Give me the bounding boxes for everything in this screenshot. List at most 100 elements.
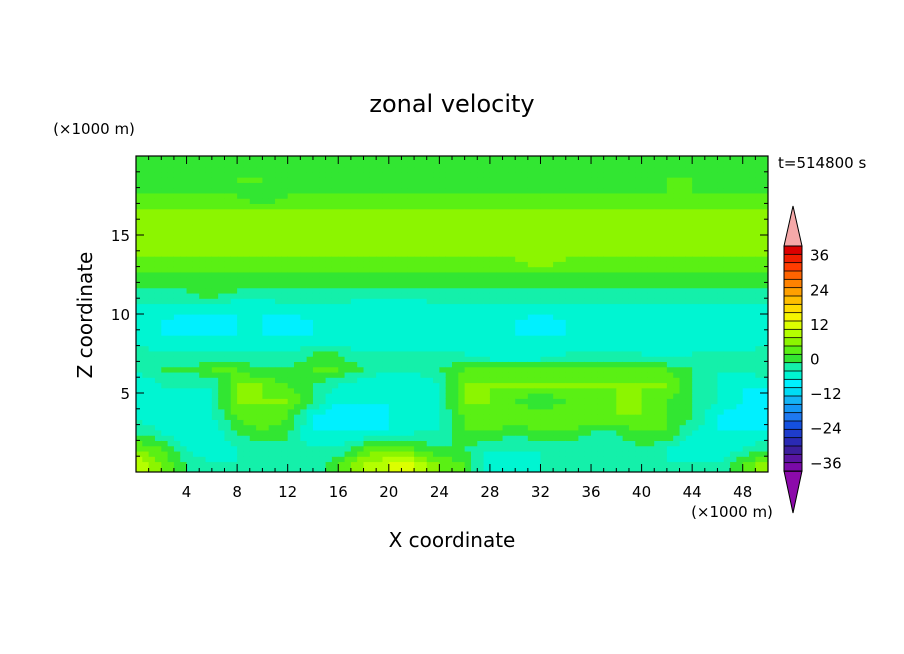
field-cell xyxy=(180,156,188,162)
field-cell xyxy=(148,461,156,468)
field-cell xyxy=(470,314,478,320)
field-cell xyxy=(161,271,169,278)
field-cell xyxy=(325,408,333,415)
field-cell xyxy=(407,393,415,399)
field-cell xyxy=(173,371,181,378)
field-cell xyxy=(572,277,579,283)
field-cell xyxy=(452,314,459,320)
field-cell xyxy=(300,329,308,336)
field-cell xyxy=(331,187,339,194)
field-cell xyxy=(565,461,573,468)
field-cell xyxy=(281,377,289,384)
field-cell xyxy=(584,377,592,384)
field-cell xyxy=(477,292,485,299)
field-cell xyxy=(243,213,251,220)
field-cell xyxy=(180,282,188,289)
field-cell xyxy=(173,424,181,431)
field-cell xyxy=(527,319,535,326)
field-cell xyxy=(635,335,643,341)
field-cell xyxy=(211,366,219,373)
field-cell xyxy=(527,435,535,441)
field-cell xyxy=(300,256,308,262)
field-cell xyxy=(654,192,662,199)
field-cell xyxy=(622,235,630,241)
field-cell xyxy=(281,308,289,315)
field-cell xyxy=(622,356,630,362)
field-cell xyxy=(142,371,150,378)
field-cell xyxy=(281,324,289,331)
field-cell xyxy=(584,403,592,410)
field-cell xyxy=(616,393,624,399)
field-cell xyxy=(565,456,573,463)
field-cell xyxy=(369,182,377,189)
field-cell xyxy=(464,466,472,472)
field-cell xyxy=(319,329,327,336)
field-cell xyxy=(647,377,655,384)
field-cell xyxy=(546,303,554,310)
field-cell xyxy=(268,414,276,420)
field-cell xyxy=(161,213,169,220)
field-cell xyxy=(521,256,529,262)
field-cell xyxy=(470,398,478,405)
field-cell xyxy=(458,171,466,178)
field-cell xyxy=(161,177,169,183)
field-cell xyxy=(540,308,548,315)
field-cell xyxy=(281,329,289,336)
field-cell xyxy=(616,166,624,173)
field-cell xyxy=(565,213,573,220)
field-cell xyxy=(243,466,251,472)
field-cell xyxy=(154,198,162,204)
field-cell xyxy=(281,266,289,273)
field-cell xyxy=(572,171,579,178)
field-cell xyxy=(306,440,314,447)
field-cell xyxy=(565,393,573,399)
field-cell xyxy=(597,187,605,194)
field-cell xyxy=(205,208,213,215)
field-cell xyxy=(167,324,175,331)
field-cell xyxy=(470,387,478,394)
field-cell xyxy=(407,303,415,310)
field-cell xyxy=(401,166,409,173)
field-cell xyxy=(502,256,510,262)
field-cell xyxy=(502,198,510,204)
field-cell xyxy=(344,277,352,283)
field-cell xyxy=(180,461,188,468)
field-cell xyxy=(559,393,567,399)
field-cell xyxy=(546,371,554,378)
field-cell xyxy=(256,377,263,384)
field-cell xyxy=(376,335,384,341)
field-cell xyxy=(331,371,339,378)
field-cell xyxy=(496,445,504,452)
field-cell xyxy=(603,340,611,347)
field-cell xyxy=(382,435,390,441)
field-cell xyxy=(565,414,573,420)
field-cell xyxy=(470,419,478,426)
field-cell xyxy=(230,271,238,278)
field-cell xyxy=(218,245,226,252)
field-cell xyxy=(268,261,276,268)
field-cell xyxy=(230,393,238,399)
field-cell xyxy=(401,466,409,472)
field-cell xyxy=(464,298,472,305)
field-cell xyxy=(477,445,485,452)
field-cell xyxy=(521,277,529,283)
field-cell xyxy=(224,261,232,268)
field-cell xyxy=(243,298,251,305)
field-cell xyxy=(439,308,447,315)
field-cell xyxy=(319,287,327,294)
field-cell xyxy=(199,224,207,231)
field-cell xyxy=(388,245,396,252)
field-cell xyxy=(344,161,352,168)
field-cell xyxy=(281,356,289,362)
field-cell xyxy=(287,445,295,452)
field-cell xyxy=(376,356,384,362)
field-cell xyxy=(420,187,428,194)
field-cell xyxy=(148,166,156,173)
field-cell xyxy=(344,287,352,294)
field-cell xyxy=(553,245,561,252)
field-cell xyxy=(502,382,510,389)
field-cell xyxy=(148,371,156,378)
field-cell xyxy=(344,282,352,289)
field-cell xyxy=(635,393,643,399)
